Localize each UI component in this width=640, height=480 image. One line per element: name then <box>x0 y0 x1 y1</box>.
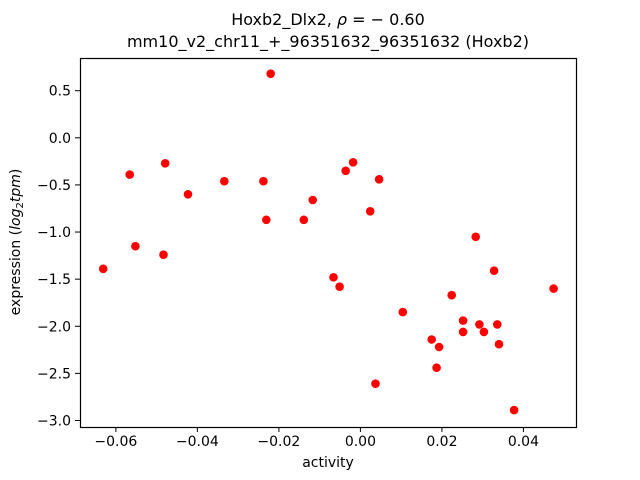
data-point <box>348 158 358 167</box>
y-tick-label: −2.0 <box>37 319 71 335</box>
data-point <box>434 342 444 352</box>
x-tick-label: 0.00 <box>345 434 376 450</box>
data-point <box>494 339 504 349</box>
data-point <box>458 327 468 337</box>
data-point <box>220 176 229 186</box>
data-point <box>266 69 276 78</box>
chart-title-line1: Hoxb2_Dlx2, ρ = − 0.60 <box>80 9 576 31</box>
x-tick-label: −0.02 <box>257 434 300 450</box>
data-point <box>259 176 268 186</box>
title-prefix: Hoxb2_Dlx2, <box>231 10 337 29</box>
chart-subtitle: mm10_v2_chr11_+_96351632_96351632 (Hoxb2… <box>126 32 530 51</box>
x-tick-label: 0.02 <box>426 434 457 450</box>
data-point <box>432 363 441 373</box>
y-label-log: log <box>8 208 24 230</box>
plot-frame <box>79 57 578 429</box>
data-point <box>371 379 380 389</box>
y-tick-label: −3.0 <box>37 413 71 429</box>
data-point <box>458 316 468 325</box>
data-point <box>509 405 519 415</box>
data-point <box>398 307 408 317</box>
data-point <box>160 159 170 168</box>
data-point <box>262 215 271 225</box>
x-axis-label: activity <box>302 455 354 471</box>
title-rho-symbol: ρ <box>336 10 348 29</box>
data-point <box>308 195 318 205</box>
y-tick-label: −2.5 <box>37 366 71 382</box>
y-tick-label: −1.0 <box>37 225 71 241</box>
data-point <box>98 264 108 274</box>
y-label-prefix: expression ( <box>8 229 24 316</box>
data-point <box>335 282 344 292</box>
y-tick-label: −0.5 <box>37 178 71 194</box>
y-tick-label: 0.5 <box>49 84 71 100</box>
y-label-subscript: 2 <box>15 202 26 209</box>
data-point <box>374 175 384 184</box>
x-tick-label: −0.04 <box>176 434 219 450</box>
title-equals: = <box>347 10 371 29</box>
x-tick-label: 0.04 <box>508 434 539 450</box>
data-point <box>549 284 558 293</box>
data-point <box>493 320 502 329</box>
y-tick-label: 0.0 <box>49 131 71 147</box>
chart-title: Hoxb2_Dlx2, ρ = − 0.60 mm10_v2_chr11_+_9… <box>80 9 576 53</box>
data-point <box>159 250 168 259</box>
data-point <box>329 273 338 282</box>
data-point <box>471 232 481 242</box>
y-label-suffix: ) <box>8 168 24 175</box>
data-point <box>479 327 489 337</box>
title-rho-value: − 0.60 <box>370 10 425 29</box>
data-point <box>131 241 140 251</box>
data-point <box>341 166 351 176</box>
data-point <box>447 290 457 300</box>
data-point <box>475 320 484 329</box>
x-tick-label: −0.06 <box>94 434 137 450</box>
data-point <box>365 207 375 216</box>
data-point <box>299 215 309 225</box>
y-tick-label: −1.5 <box>37 272 71 288</box>
data-point <box>427 335 437 344</box>
y-label-tpm: tpm <box>8 174 24 203</box>
data-point <box>125 170 134 179</box>
data-point <box>183 190 193 199</box>
data-point <box>489 266 499 276</box>
y-axis-label: expression (log2tpm) <box>8 169 26 316</box>
